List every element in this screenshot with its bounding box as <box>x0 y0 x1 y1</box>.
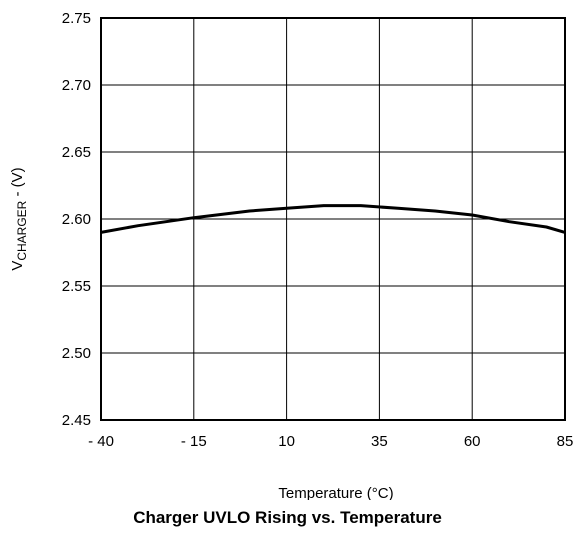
x-tick-label: 60 <box>464 433 481 450</box>
y-tick-label: 2.75 <box>62 10 91 27</box>
y-axis-title-suffix: - (V) <box>9 167 26 200</box>
chart: - 40 - 15 10 35 60 85 2.75 2.70 2.65 2.60 2.55 2.5… <box>9 10 573 500</box>
y-tick-label: 2.60 <box>62 211 91 228</box>
y-axis-title-subscript: CHARGER <box>15 200 29 260</box>
series-layer <box>100 204 566 234</box>
y-axis-title-main: V <box>9 261 26 271</box>
x-axis-title: Temperature (°C) <box>278 485 393 500</box>
y-tick-label: 2.55 <box>62 278 91 295</box>
y-tick-label: 2.70 <box>62 77 91 94</box>
x-tick-labels: - 40 - 15 10 35 60 85 <box>88 433 573 450</box>
series-line <box>100 204 566 234</box>
y-tick-label: 2.50 <box>62 345 91 362</box>
chart-title: Charger UVLO Rising vs. Temperature <box>133 508 442 527</box>
x-tick-label: - 15 <box>181 433 207 450</box>
x-tick-label: - 40 <box>88 433 114 450</box>
y-tick-labels: 2.75 2.70 2.65 2.60 2.55 2.50 2.45 <box>62 10 91 429</box>
plot-frame <box>100 17 566 421</box>
y-axis-title: VCHARGER - (V) <box>9 167 29 270</box>
y-tick-label: 2.65 <box>62 144 91 161</box>
y-tick-label: 2.45 <box>62 412 91 429</box>
x-tick-label: 85 <box>557 433 574 450</box>
x-tick-label: 35 <box>371 433 388 450</box>
x-tick-label: 10 <box>278 433 295 450</box>
